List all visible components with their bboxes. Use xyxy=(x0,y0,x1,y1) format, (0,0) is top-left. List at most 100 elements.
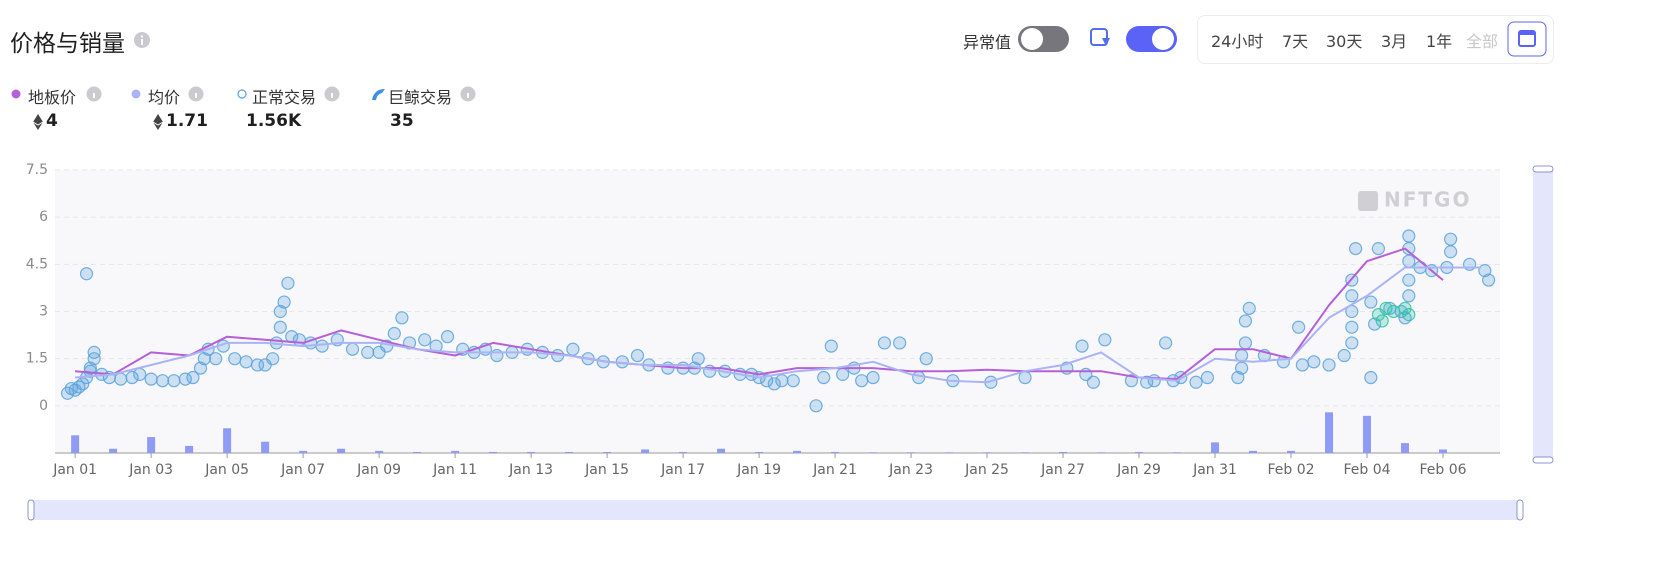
x-tick-label: Feb 02 xyxy=(1267,462,1314,478)
calendar-button[interactable] xyxy=(1507,21,1547,57)
trade-point xyxy=(630,348,645,363)
y-tick-label: 7.5 xyxy=(26,162,48,178)
trade-point xyxy=(1200,370,1215,385)
x-tick-label: Jan 05 xyxy=(204,462,249,478)
horizontal-slider xyxy=(32,500,1520,520)
time-range-button[interactable]: 全部 xyxy=(1466,32,1499,51)
time-range-button[interactable]: 1年 xyxy=(1426,32,1453,51)
trade-point xyxy=(1402,289,1416,303)
info-icon[interactable] xyxy=(86,86,104,104)
y-tick-label: 6 xyxy=(39,209,48,225)
trade-point xyxy=(114,372,128,386)
trade-point xyxy=(228,352,242,366)
trade-point xyxy=(893,336,907,350)
info-icon[interactable] xyxy=(188,86,206,104)
legend-dot xyxy=(11,89,21,99)
info-i xyxy=(467,93,469,98)
info-icon[interactable] xyxy=(324,86,342,104)
trade-point xyxy=(767,377,781,391)
trade-point xyxy=(1098,333,1112,347)
volume-bar xyxy=(527,451,536,453)
x-tick-label: Jan 13 xyxy=(508,462,553,478)
eth-line xyxy=(32,121,44,126)
legend-name[interactable]: 均价 xyxy=(148,88,181,107)
x-tick-label: Jan 01 xyxy=(52,462,97,478)
volume-bar xyxy=(717,448,726,453)
legend-name[interactable]: 巨鲸交易 xyxy=(388,88,453,107)
legend-marker[interactable] xyxy=(234,85,252,103)
trade-point xyxy=(1238,336,1253,350)
trade-point xyxy=(1086,375,1101,389)
trade-point xyxy=(1235,361,1249,375)
volume-bar xyxy=(451,450,460,453)
trade-point xyxy=(824,339,838,353)
trade-point xyxy=(1345,289,1359,303)
volume-bar xyxy=(147,437,156,453)
trade-point xyxy=(1463,257,1477,271)
trade-point xyxy=(418,333,432,347)
legend-marker[interactable] xyxy=(370,85,388,103)
legend-name[interactable]: 地板价 xyxy=(28,88,77,107)
volume-bar xyxy=(1097,452,1106,453)
trade-point xyxy=(1242,301,1256,315)
volume-bar xyxy=(603,451,612,453)
trade-point xyxy=(1387,304,1401,319)
x-tick-label: Jan 29 xyxy=(1116,462,1161,478)
volume-bar xyxy=(185,445,194,453)
trade-point xyxy=(866,370,880,385)
time-range-box xyxy=(1197,15,1554,64)
y-tick-label: 3 xyxy=(39,304,48,320)
volume-bar xyxy=(1173,452,1182,453)
nft-icon[interactable] xyxy=(1088,26,1116,52)
trade-point xyxy=(1398,301,1412,315)
slider-handle[interactable] xyxy=(1532,165,1554,173)
time-range-button[interactable]: 24小时 xyxy=(1211,32,1264,51)
trade-point xyxy=(239,355,253,369)
nft-toggle[interactable] xyxy=(1125,24,1179,54)
x-tick-label: Jan 17 xyxy=(660,462,705,478)
info-icon[interactable] xyxy=(460,86,478,104)
volume-bar xyxy=(679,451,688,453)
x-tick-label: Feb 06 xyxy=(1419,462,1466,478)
legend-name[interactable]: 正常交易 xyxy=(252,88,317,107)
trade-point xyxy=(1292,320,1306,334)
trade-point xyxy=(387,326,401,341)
time-range-button[interactable]: 30天 xyxy=(1326,32,1363,51)
trade-point xyxy=(1444,232,1458,246)
trade-point xyxy=(1375,314,1389,328)
volume-bar xyxy=(413,451,422,453)
trade-point xyxy=(490,348,504,363)
x-tick-label: Jan 11 xyxy=(432,462,477,478)
trade-point xyxy=(877,336,892,350)
trade-point xyxy=(1402,308,1416,322)
slider-handle[interactable] xyxy=(1516,499,1524,521)
trade-point xyxy=(209,352,223,366)
volume-bar xyxy=(71,435,80,453)
trade-point xyxy=(273,320,287,334)
slider-handle[interactable] xyxy=(1532,456,1554,464)
trade-point xyxy=(1159,336,1173,350)
time-range-button[interactable]: 3月 xyxy=(1381,32,1408,51)
trade-point xyxy=(277,295,291,309)
trade-point xyxy=(1402,254,1416,268)
volume-bar xyxy=(1439,449,1448,453)
info-icon[interactable] xyxy=(133,31,151,49)
volume-bar xyxy=(565,451,574,453)
trade-point xyxy=(167,374,181,388)
outlier-toggle[interactable] xyxy=(1017,24,1071,54)
volume-bar xyxy=(109,448,118,453)
legend-value: 4 xyxy=(46,111,58,131)
trade-point xyxy=(292,333,306,347)
volume-bar xyxy=(299,450,308,453)
legend-marker[interactable] xyxy=(130,85,148,103)
info-i xyxy=(331,93,333,98)
slider-handle[interactable] xyxy=(27,499,35,521)
trade-point xyxy=(133,367,147,381)
trade-point xyxy=(775,374,789,388)
time-range-button[interactable]: 7天 xyxy=(1282,32,1309,51)
trade-point xyxy=(1364,370,1378,385)
trade-point xyxy=(144,372,158,386)
legend-marker[interactable] xyxy=(10,85,28,103)
legend-dot xyxy=(237,89,247,99)
trade-point xyxy=(1345,336,1359,350)
